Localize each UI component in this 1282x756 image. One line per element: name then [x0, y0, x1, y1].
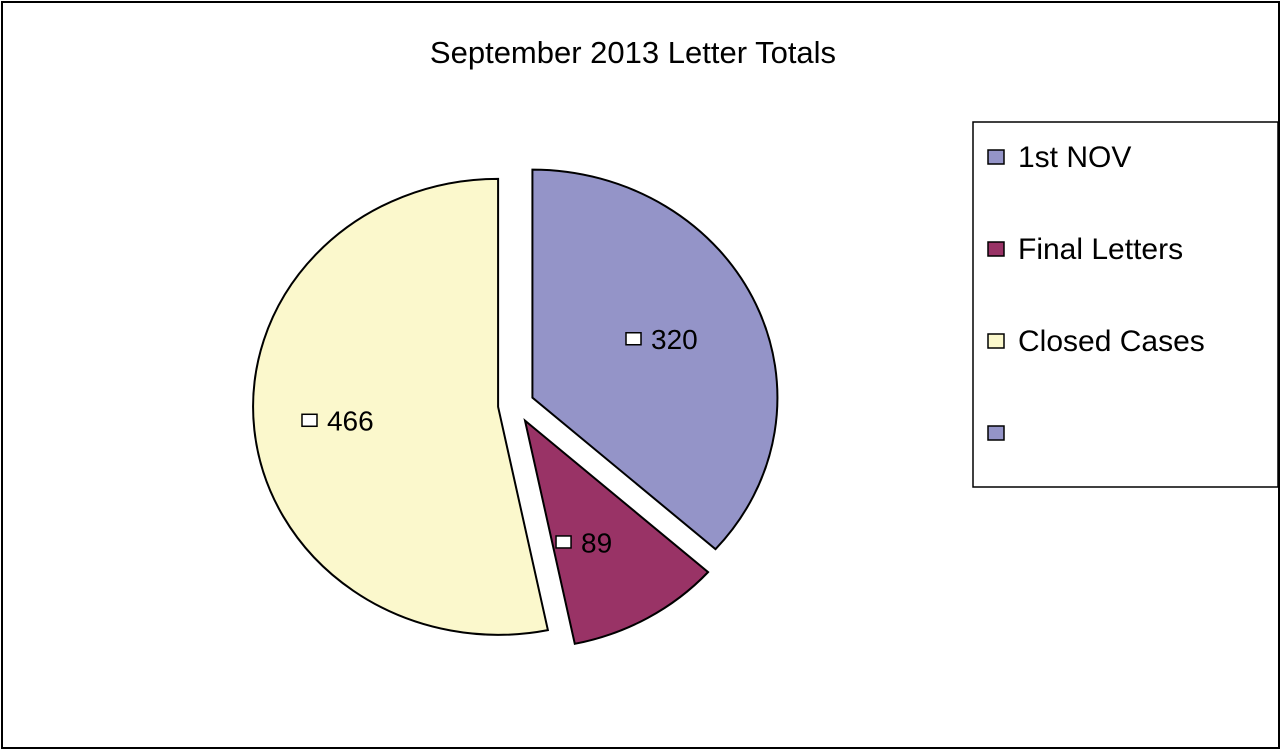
data-label-key [555, 535, 572, 549]
legend-label: Closed Cases [1018, 325, 1205, 358]
data-label: 466 [327, 406, 374, 437]
data-label-key [301, 413, 318, 428]
legend-swatch [987, 241, 1005, 257]
data-label: 320 [651, 324, 698, 355]
pie-slice [523, 417, 710, 645]
data-label: 89 [581, 527, 612, 558]
legend-label: 1st NOV [1018, 141, 1131, 174]
legend-swatch [987, 425, 1005, 441]
legend-swatch [987, 333, 1005, 349]
pie-slice [531, 168, 779, 551]
legend-swatch [987, 149, 1005, 165]
data-label-key [625, 331, 642, 346]
legend-label: Final Letters [1018, 233, 1183, 266]
chart-title: September 2013 Letter Totals [430, 35, 836, 70]
legend-box [972, 121, 1279, 488]
pie-slice [252, 177, 550, 636]
